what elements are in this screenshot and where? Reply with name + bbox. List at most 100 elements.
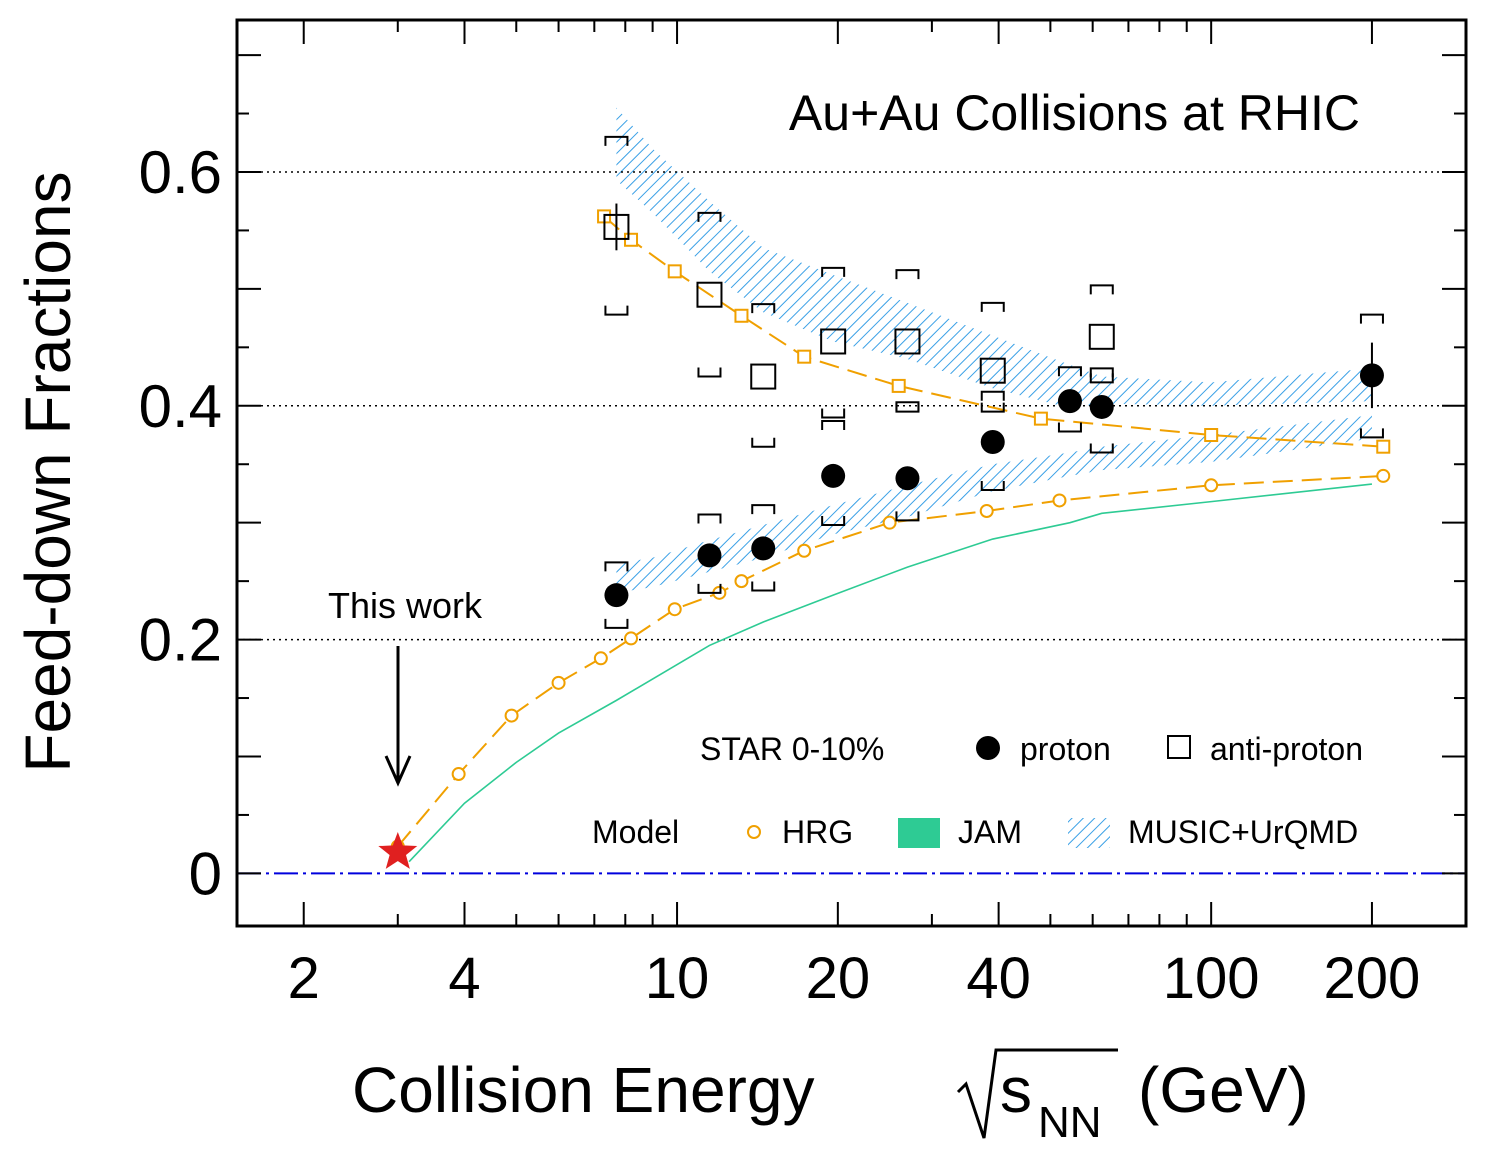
antiproton-point <box>603 213 630 240</box>
sys-bracket <box>697 583 722 594</box>
sys-bracket <box>1057 366 1082 377</box>
antiproton-point <box>820 328 847 355</box>
hrg-point <box>593 651 608 666</box>
antiproton-point <box>696 281 723 308</box>
hrg-antiproton-point <box>797 349 812 364</box>
sys-bracket <box>821 419 846 430</box>
antiproton-point <box>894 328 921 355</box>
antiproton-point <box>750 363 777 390</box>
hrg-antiproton-point <box>734 308 749 323</box>
legend-proton-marker <box>976 736 1000 760</box>
sys-bracket <box>751 581 776 592</box>
this-work-arrowhead <box>384 755 412 787</box>
sys-bracket <box>980 402 1005 413</box>
legend-music-label: MUSIC+UrQMD <box>1128 814 1358 850</box>
proton-point <box>1057 389 1082 414</box>
music-band-1 <box>616 415 1372 593</box>
sys-bracket <box>604 305 629 316</box>
sys-bracket <box>697 211 722 222</box>
x-tick-label: 40 <box>966 946 1031 1011</box>
data-points <box>378 203 1384 869</box>
legend-proton-label: proton <box>1020 731 1111 767</box>
legend-jam-marker <box>898 818 940 848</box>
hrg-point <box>451 767 466 782</box>
proton-point <box>697 543 722 568</box>
this-work-star <box>378 831 418 869</box>
sys-bracket <box>1089 367 1114 378</box>
sys-bracket <box>751 504 776 515</box>
x-axis-ticks: 2 4 10 20 40 100 200 <box>288 20 1467 1011</box>
sys-bracket <box>821 266 846 277</box>
hrg-point <box>551 675 566 690</box>
hrg-antiproton-point <box>1376 439 1391 454</box>
y-tick-label: 0 <box>189 840 222 907</box>
x-tick-label: 100 <box>1163 946 1260 1011</box>
sys-bracket <box>895 269 920 280</box>
sys-bracket <box>821 408 846 419</box>
proton-point <box>821 463 846 488</box>
antiproton-point <box>979 357 1006 384</box>
legend-antiproton-marker <box>1167 735 1191 759</box>
sys-bracket <box>1359 428 1384 439</box>
sys-bracket <box>895 402 920 413</box>
antiproton-point <box>1088 323 1115 350</box>
sys-bracket <box>751 303 776 314</box>
hrg-point <box>882 515 897 530</box>
hrg-point <box>1376 468 1391 483</box>
x-axis-label-unit: (GeV) <box>1138 1054 1309 1126</box>
x-tick-label: 200 <box>1324 946 1421 1011</box>
x-axis-label-symbol: s <box>1000 1054 1032 1126</box>
sys-bracket <box>697 367 722 378</box>
sys-bracket <box>895 511 920 522</box>
hrg-point <box>504 708 519 723</box>
hrg-point <box>734 574 749 589</box>
y-gridlines <box>237 171 1466 875</box>
sys-bracket <box>604 618 629 629</box>
hrg-antiproton-point <box>891 378 906 393</box>
legend-hrg-marker <box>747 825 761 839</box>
music-urqmd-bands <box>616 107 1372 593</box>
x-tick-label: 10 <box>645 946 710 1011</box>
proton-point <box>1359 363 1384 388</box>
proton-point <box>751 536 776 561</box>
legend-hrg-label: HRG <box>782 814 853 850</box>
legend-model-label: Model <box>592 814 679 850</box>
sys-bracket <box>1089 373 1114 384</box>
x-axis-label: Collision Energy s NN (GeV) <box>352 1048 1309 1147</box>
proton-point <box>1089 394 1114 419</box>
y-axis-label: Feed-down Fractions <box>12 171 84 772</box>
proton-point <box>980 430 1005 455</box>
legend: STAR 0-10% proton anti-proton Model HRG … <box>592 731 1363 850</box>
legend-jam-label: JAM <box>958 814 1022 850</box>
sys-bracket <box>1057 422 1082 433</box>
sys-bracket <box>980 390 1005 401</box>
x-axis-label-subscript: NN <box>1038 1098 1102 1147</box>
legend-music-marker <box>1068 818 1110 848</box>
x-tick-label: 20 <box>806 946 871 1011</box>
sys-bracket <box>1089 284 1114 295</box>
plot-border <box>235 18 1468 928</box>
legend-star-label: STAR 0-10% <box>700 731 884 767</box>
y-tick-label: 0.4 <box>139 373 222 440</box>
sys-bracket <box>1359 313 1384 324</box>
hrg-line <box>397 474 1384 848</box>
systematic-error-brackets <box>604 135 1384 629</box>
jam-line <box>408 483 1373 863</box>
hrg-point <box>624 631 639 646</box>
sys-bracket <box>604 561 629 572</box>
music-band-0 <box>616 107 1372 409</box>
sqrt-sign <box>956 1048 1118 1139</box>
sys-bracket <box>697 513 722 524</box>
proton-point <box>895 466 920 491</box>
sys-bracket <box>980 480 1005 491</box>
hrg-point <box>1204 478 1219 493</box>
chart-title: Au+Au Collisions at RHIC <box>789 85 1360 141</box>
hrg-antiproton-point <box>1204 428 1219 443</box>
sys-bracket <box>751 437 776 448</box>
sys-bracket <box>1089 443 1114 454</box>
y-axis-ticks: 0 0.2 0.4 0.6 <box>139 54 1466 907</box>
x-tick-label: 4 <box>448 946 480 1011</box>
this-work-label: This work <box>328 585 483 626</box>
hrg-antiproton-point <box>1033 411 1048 426</box>
